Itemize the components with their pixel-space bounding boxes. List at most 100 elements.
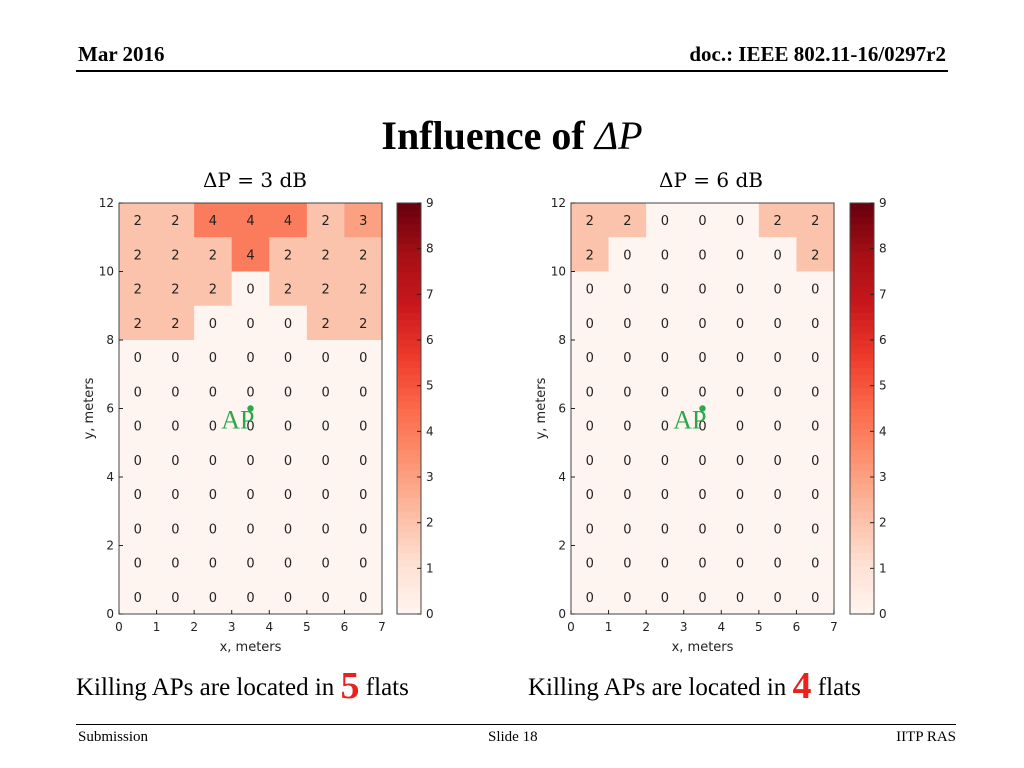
colorbar-segment <box>850 230 874 238</box>
heatmap-cell <box>119 579 158 615</box>
colorbar-segment <box>397 340 421 348</box>
cell-value: 0 <box>774 283 782 298</box>
cell-value: 0 <box>774 522 782 537</box>
heatmap-cell <box>119 545 158 581</box>
heatmap-cell <box>758 545 798 581</box>
cell-value: 0 <box>736 385 744 400</box>
cell-value: 0 <box>811 385 819 400</box>
cell-value: 0 <box>661 591 669 606</box>
heatmap-cell <box>721 442 760 478</box>
cell-value: 0 <box>246 454 254 469</box>
heatmap-cell <box>156 545 195 581</box>
cell-value: 0 <box>698 522 706 537</box>
caption-right-number: 4 <box>792 665 812 707</box>
cell-value: 0 <box>209 557 217 572</box>
x-tick-label: 1 <box>605 620 613 634</box>
heatmap-cell <box>758 374 798 410</box>
y-tick-label: 10 <box>551 265 566 279</box>
colorbar-segment <box>397 285 421 293</box>
cell-value: 0 <box>623 317 631 332</box>
cell-value: 0 <box>171 351 179 366</box>
chart-title-left: ΔP = 3 dB <box>203 168 307 192</box>
colorbar-segment <box>850 278 874 286</box>
heatmap-cell <box>608 408 647 444</box>
cell-value: 0 <box>811 351 819 366</box>
colorbar-tick-label: 2 <box>879 516 887 530</box>
cell-value: 0 <box>774 420 782 435</box>
y-tick-label: 2 <box>558 539 566 553</box>
colorbar-segment <box>850 572 874 581</box>
cell-value: 0 <box>623 351 631 366</box>
cell-value: 0 <box>698 488 706 503</box>
cell-value: 0 <box>661 522 669 537</box>
cell-value: 0 <box>661 557 669 572</box>
colorbar-segment <box>850 319 874 327</box>
colorbar-segment <box>850 429 874 437</box>
heatmap-cell <box>796 237 835 273</box>
colorbar-segment <box>850 285 874 293</box>
cell-value: 2 <box>811 214 819 229</box>
heatmap-cell <box>721 408 760 444</box>
heatmap-cell <box>646 340 685 375</box>
cell-value: 0 <box>661 248 669 263</box>
colorbar-segment <box>397 319 421 327</box>
colorbar-segment <box>850 367 874 375</box>
y-axis-label: y, meters <box>534 377 549 439</box>
cell-value: 0 <box>171 557 179 572</box>
cell-value: 0 <box>359 420 367 435</box>
heatmap-cell <box>721 340 760 375</box>
colorbar-segment <box>850 216 874 225</box>
cell-value: 0 <box>586 283 594 298</box>
cell-value: 2 <box>171 214 179 229</box>
colorbar-segment <box>850 538 874 546</box>
cell-value: 0 <box>698 248 706 263</box>
cell-value: 0 <box>623 522 631 537</box>
heatmap-cell <box>194 340 233 375</box>
heatmap-cell <box>194 374 233 410</box>
caption-left-number: 5 <box>340 665 360 707</box>
cell-value: 0 <box>698 420 706 435</box>
heatmap-cell <box>608 511 647 547</box>
colorbar-segment <box>397 470 421 478</box>
cell-value: 0 <box>209 385 217 400</box>
heatmap-cell <box>306 271 346 307</box>
colorbar-segment <box>397 579 421 588</box>
x-tick-label: 5 <box>755 620 763 634</box>
heatmap-cell <box>269 340 308 375</box>
colorbar-segment <box>397 381 421 389</box>
cell-value: 0 <box>698 385 706 400</box>
cell-value: 0 <box>322 557 330 572</box>
heatmap-cell <box>608 477 647 512</box>
slide-title-text: Influence of <box>381 113 595 158</box>
colorbar-segment <box>397 394 421 403</box>
cell-value: 0 <box>774 351 782 366</box>
colorbar-tick-label: 6 <box>879 333 887 347</box>
cell-value: 0 <box>623 283 631 298</box>
colorbar-segment <box>397 264 421 272</box>
colorbar-segment <box>397 312 421 320</box>
cell-value: 0 <box>736 522 744 537</box>
heatmap-cell <box>796 477 835 512</box>
heatmap-cell <box>608 340 647 375</box>
cell-value: 0 <box>736 248 744 263</box>
cell-value: 0 <box>698 351 706 366</box>
colorbar-tick-label: 1 <box>426 561 434 575</box>
colorbar-segment <box>850 593 874 601</box>
colorbar-segment <box>397 422 421 430</box>
x-tick-label: 7 <box>830 620 838 634</box>
heatmap-cell <box>758 511 798 547</box>
heatmap-cell <box>646 408 685 444</box>
cell-value: 0 <box>774 488 782 503</box>
heatmap-cell <box>194 511 233 547</box>
cell-value: 0 <box>586 488 594 503</box>
cell-value: 0 <box>284 522 292 537</box>
cell-value: 0 <box>811 317 819 332</box>
heatmap-cell <box>646 203 685 238</box>
cell-value: 2 <box>623 214 631 229</box>
heatmap-cell <box>683 408 722 444</box>
heatmap-cell <box>608 237 647 273</box>
heatmap-cell <box>721 237 760 273</box>
x-tick-label: 4 <box>265 620 273 634</box>
cell-value: 0 <box>698 283 706 298</box>
y-axis-label: y, meters <box>82 377 97 439</box>
